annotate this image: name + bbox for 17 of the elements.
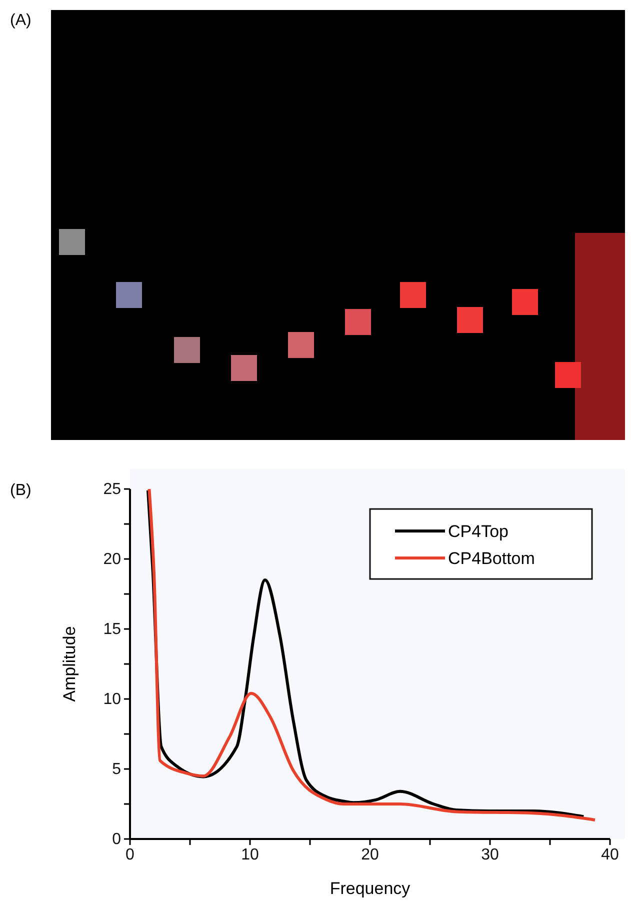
y-tick-label: 15 (103, 621, 122, 638)
x-tick-label: 40 (601, 846, 619, 864)
y-tick-label: 0 (112, 831, 122, 848)
text: (B) (10, 482, 32, 499)
y-tick-label: 10 (103, 691, 122, 708)
y-tick-label: 25 (103, 481, 122, 498)
x-tick-label: 0 (126, 846, 135, 864)
y-axis-title: Amplitude (60, 626, 79, 702)
x-axis-title: Frequency (330, 879, 411, 898)
x-tick-label: 20 (361, 846, 379, 864)
legend-label: CP4Top (448, 522, 508, 541)
text: (A) (10, 12, 32, 29)
x-tick-label: 30 (481, 846, 499, 864)
y-tick-label: 5 (112, 761, 122, 778)
legend-label: CP4Bottom (448, 549, 535, 568)
x-tick-label: 10 (241, 846, 259, 864)
y-tick-label: 20 (103, 551, 122, 568)
